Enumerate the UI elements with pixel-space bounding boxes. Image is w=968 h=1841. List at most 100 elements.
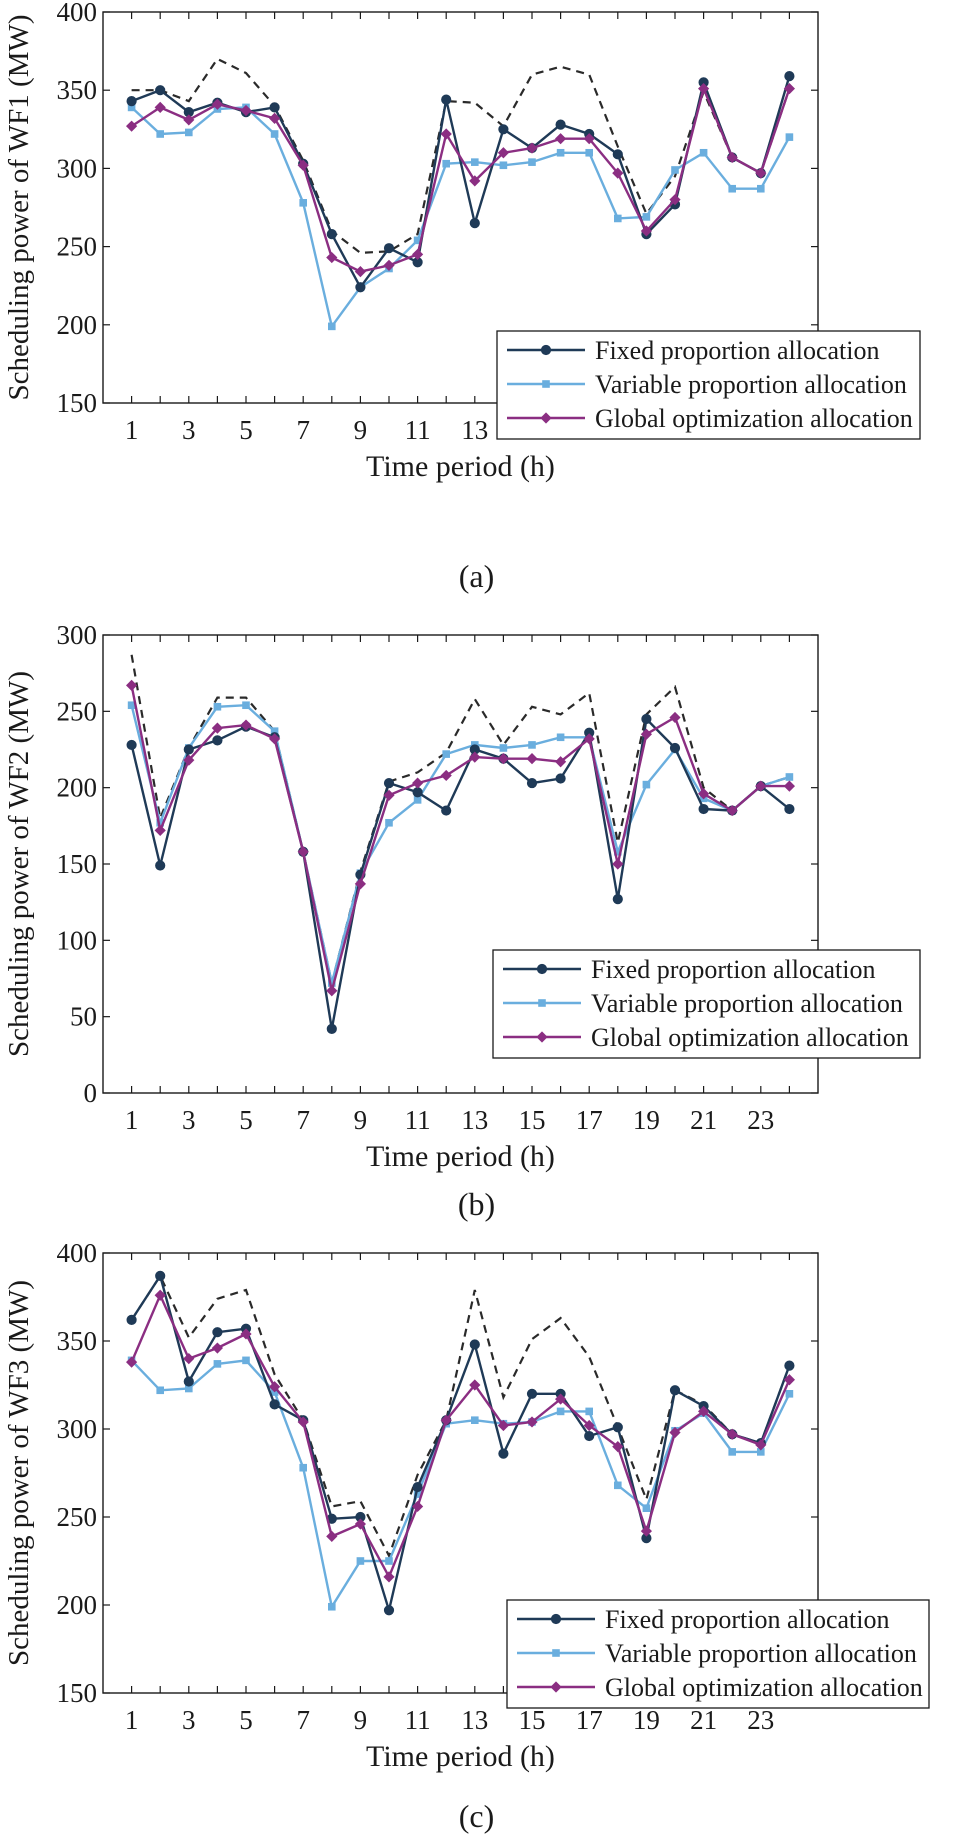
data-point-variable [442,159,450,168]
legend: Fixed proportion allocation Variable prop… [506,1599,930,1709]
data-point-global [526,1416,538,1428]
data-point-fixed [269,1399,280,1410]
data-point-global [583,1419,595,1432]
data-point-fixed [498,1448,509,1459]
data-point-global [154,101,166,114]
x-tick-label: 1 [125,1105,139,1135]
legend-marker-global [540,412,552,424]
data-point-global [354,878,366,890]
x-tick-label: 15 [519,1705,546,1735]
data-point-variable [385,818,393,827]
data-point-variable [270,130,279,138]
data-point-fixed [612,149,623,160]
legend-label-global: Global optimization allocation [605,1673,923,1702]
data-point-global [555,133,567,145]
data-point-variable [213,702,222,711]
series-variable [127,1356,794,1611]
legend-label-global: Global optimization allocation [595,404,913,433]
data-point-global [269,733,281,745]
data-point-variable [699,148,708,157]
series-global [126,679,795,997]
series-upper_bound [130,1273,791,1559]
legend: Fixed proportion allocation Variable prop… [496,330,921,440]
data-point-variable [785,773,794,781]
data-point-variable [127,701,136,710]
data-point-variable [413,1490,422,1498]
data-point-variable [156,1386,164,1395]
data-point-global [612,167,624,179]
data-point-global [497,753,509,765]
panel-caption: (c) [459,1798,495,1834]
data-point-global [269,112,281,124]
data-point-variable [757,1448,765,1456]
data-point-global [354,1518,366,1530]
data-point-variable [614,214,622,223]
data-point-global [583,133,595,145]
x-tick-label: 7 [296,1105,310,1135]
series-line-global [130,1292,791,1580]
data-point-fixed [126,739,137,751]
data-point-global [726,1428,738,1440]
x-tick-label: 7 [296,1705,310,1735]
y-tick-label: 300 [57,620,98,650]
panel-caption: (a) [459,558,495,594]
data-point-variable [185,128,193,137]
x-tick-label: 9 [354,1105,368,1135]
y-axis-label: Scheduling power of WF3 (MW) [3,1280,35,1666]
data-point-global [297,159,309,171]
data-point-global [412,1500,424,1513]
data-point-variable [328,322,336,331]
y-tick-label: 350 [57,1326,98,1356]
legend-marker-global [550,1681,562,1693]
data-point-global [469,751,481,763]
x-axis-label: Time period (h) [366,450,555,483]
x-axis-label: Time period (h) [366,1140,555,1173]
data-point-fixed [412,787,423,798]
data-point-variable [757,184,765,193]
data-point-global [326,1530,338,1542]
x-tick-label: 7 [296,415,310,445]
y-tick-label: 0 [84,1078,98,1108]
data-point-global [240,104,252,117]
data-point-global [555,756,567,768]
data-point-fixed [469,218,480,229]
data-point-fixed [784,1360,795,1371]
y-tick-label: 350 [57,75,98,105]
series-upper_bound [131,57,791,255]
data-point-global [412,777,424,789]
data-point-variable [242,1356,250,1365]
data-point-fixed [126,1314,137,1325]
data-point-fixed [383,1605,395,1616]
data-point-global [698,1405,710,1417]
data-point-global [183,114,195,126]
panel-caption: (b) [458,1186,495,1222]
data-point-global [154,824,166,837]
data-point-global [497,147,509,159]
data-point-global [698,788,710,800]
data-point-global [126,679,138,691]
data-point-variable [299,1463,307,1472]
data-point-variable [642,1504,651,1512]
data-point-variable [127,103,136,112]
data-point-global [326,985,338,997]
legend-label-fixed: Fixed proportion allocation [605,1605,890,1634]
data-point-fixed [212,735,223,746]
data-point-fixed [698,803,709,815]
chart-panel-a: 1502002503003504001357911131517192123Tim… [3,0,921,594]
data-point-fixed [383,243,395,254]
y-tick-label: 200 [57,773,98,803]
x-tick-label: 19 [633,1705,660,1735]
data-point-global [183,754,195,766]
legend-marker-variable [542,380,550,388]
data-point-variable [728,1448,736,1456]
data-point-global [440,128,452,140]
data-point-fixed [669,742,681,754]
series-line-variable [130,703,790,984]
data-point-fixed [669,1385,681,1396]
data-point-variable [614,1481,622,1490]
data-point-global [583,733,595,745]
data-point-global [526,753,538,765]
x-tick-label: 11 [405,415,431,445]
x-tick-label: 5 [239,1705,253,1735]
